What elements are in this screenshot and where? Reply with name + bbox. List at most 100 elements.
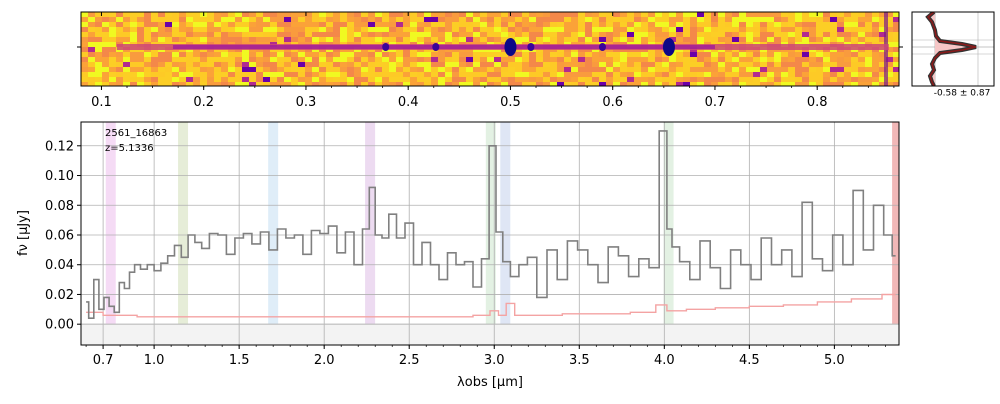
heatmap-cell [256, 67, 264, 73]
heatmap-cell [620, 67, 628, 73]
heatmap-cell [382, 67, 390, 73]
heatmap-cell [620, 57, 628, 63]
heatmap-cell [585, 22, 593, 28]
heatmap-cell [515, 67, 523, 73]
heatmap-cell [760, 77, 768, 83]
heatmap-cell [704, 17, 712, 23]
heatmap-cell [718, 72, 726, 78]
heatmap-cell [179, 27, 187, 33]
heatmap-cell [459, 67, 467, 73]
heatmap-cell [298, 77, 306, 83]
heatmap-cell [487, 52, 495, 58]
heatmap-cell [529, 82, 537, 86]
heatmap-cell [361, 77, 369, 83]
heatmap-cell [109, 47, 117, 53]
heatmap-cell [305, 52, 313, 58]
heatmap-cell [137, 72, 145, 78]
heatmap-cell [165, 37, 173, 43]
heatmap-cell [235, 82, 243, 86]
heatmap-cell [277, 57, 285, 63]
heatmap-cell [795, 62, 803, 68]
heatmap-cell [788, 37, 796, 43]
heatmap-cell [305, 62, 313, 68]
heatmap-cell [809, 52, 817, 58]
heatmap-cell [249, 37, 257, 43]
heatmap-cell [571, 37, 579, 43]
heatmap-cell [683, 22, 691, 28]
heatmap-cell [151, 27, 159, 33]
heatmap-cell [809, 27, 817, 33]
heatmap-cell [228, 57, 236, 63]
heatmap-cell [781, 22, 789, 28]
heatmap-cell [88, 52, 96, 58]
heatmap-cell [515, 62, 523, 68]
heatmap-cell [200, 72, 208, 78]
heatmap-cell [361, 72, 369, 78]
heatmap-cell [676, 77, 684, 83]
heatmap-cell [333, 52, 341, 58]
heatmap-cell [375, 12, 383, 18]
heatmap-cell [214, 22, 222, 28]
heatmap-cell [816, 82, 824, 86]
heatmap-cell [459, 12, 467, 18]
heatmap-cell [669, 12, 677, 18]
heatmap-cell [788, 82, 796, 86]
heatmap-cell [354, 72, 362, 78]
heatmap-cell [319, 57, 327, 63]
heatmap-cell [81, 77, 89, 83]
heatmap-cell [375, 37, 383, 43]
heatmap-cell [774, 32, 782, 38]
heatmap-cell [144, 52, 152, 58]
heatmap-cell [627, 62, 635, 68]
heatmap-cell [102, 12, 110, 18]
heatmap-cell [592, 52, 600, 58]
heatmap-cell [585, 72, 593, 78]
heatmap-cell [599, 27, 607, 33]
heatmap-cell [767, 57, 775, 63]
heatmap-cell [487, 77, 495, 83]
heatmap-cell [571, 67, 579, 73]
heatmap-cell [438, 27, 446, 33]
heatmap-cell [809, 62, 817, 68]
heatmap-cell [326, 67, 334, 73]
heatmap-cell [767, 22, 775, 28]
heatmap-cell [333, 32, 341, 38]
heatmap-cell [886, 37, 894, 43]
heatmap-cell [193, 72, 201, 78]
heatmap-cell [410, 52, 418, 58]
heatmap-cell [410, 62, 418, 68]
heatmap-cell [802, 22, 810, 28]
heatmap-cell [543, 17, 551, 23]
heatmap-cell [634, 37, 642, 43]
heatmap-cell [179, 12, 187, 18]
heatmap-cell [291, 67, 299, 73]
heatmap-cell [207, 27, 215, 33]
heatmap-cell [536, 37, 544, 43]
heatmap-cell [354, 77, 362, 83]
heatmap-cell [781, 17, 789, 23]
heatmap-cell [403, 17, 411, 23]
heatmap-cell [865, 32, 873, 38]
flux-spectrum-line [86, 130, 896, 319]
heatmap-cell [543, 72, 551, 78]
heatmap-cell [473, 17, 481, 23]
heatmap-cell [354, 22, 362, 28]
heatmap-cell [116, 77, 124, 83]
heatmap-cell [242, 77, 250, 83]
heatmap-cell [200, 62, 208, 68]
heatmap-cell [655, 22, 663, 28]
heatmap-cell [214, 37, 222, 43]
heatmap-cell [522, 52, 530, 58]
heatmap-cell [312, 17, 320, 23]
heatmap-cell [298, 22, 306, 28]
heatmap-cell [753, 52, 761, 58]
heatmap-cell [781, 67, 789, 73]
heatmap-cell [116, 52, 124, 58]
heatmap-cell [109, 22, 117, 28]
heatmap-cell [88, 12, 96, 18]
heatmap-cell [410, 67, 418, 73]
heatmap-cell [837, 27, 845, 33]
heatmap-cell [396, 22, 404, 28]
heatmap-cell [795, 82, 803, 86]
heatmap-cell [823, 37, 831, 43]
